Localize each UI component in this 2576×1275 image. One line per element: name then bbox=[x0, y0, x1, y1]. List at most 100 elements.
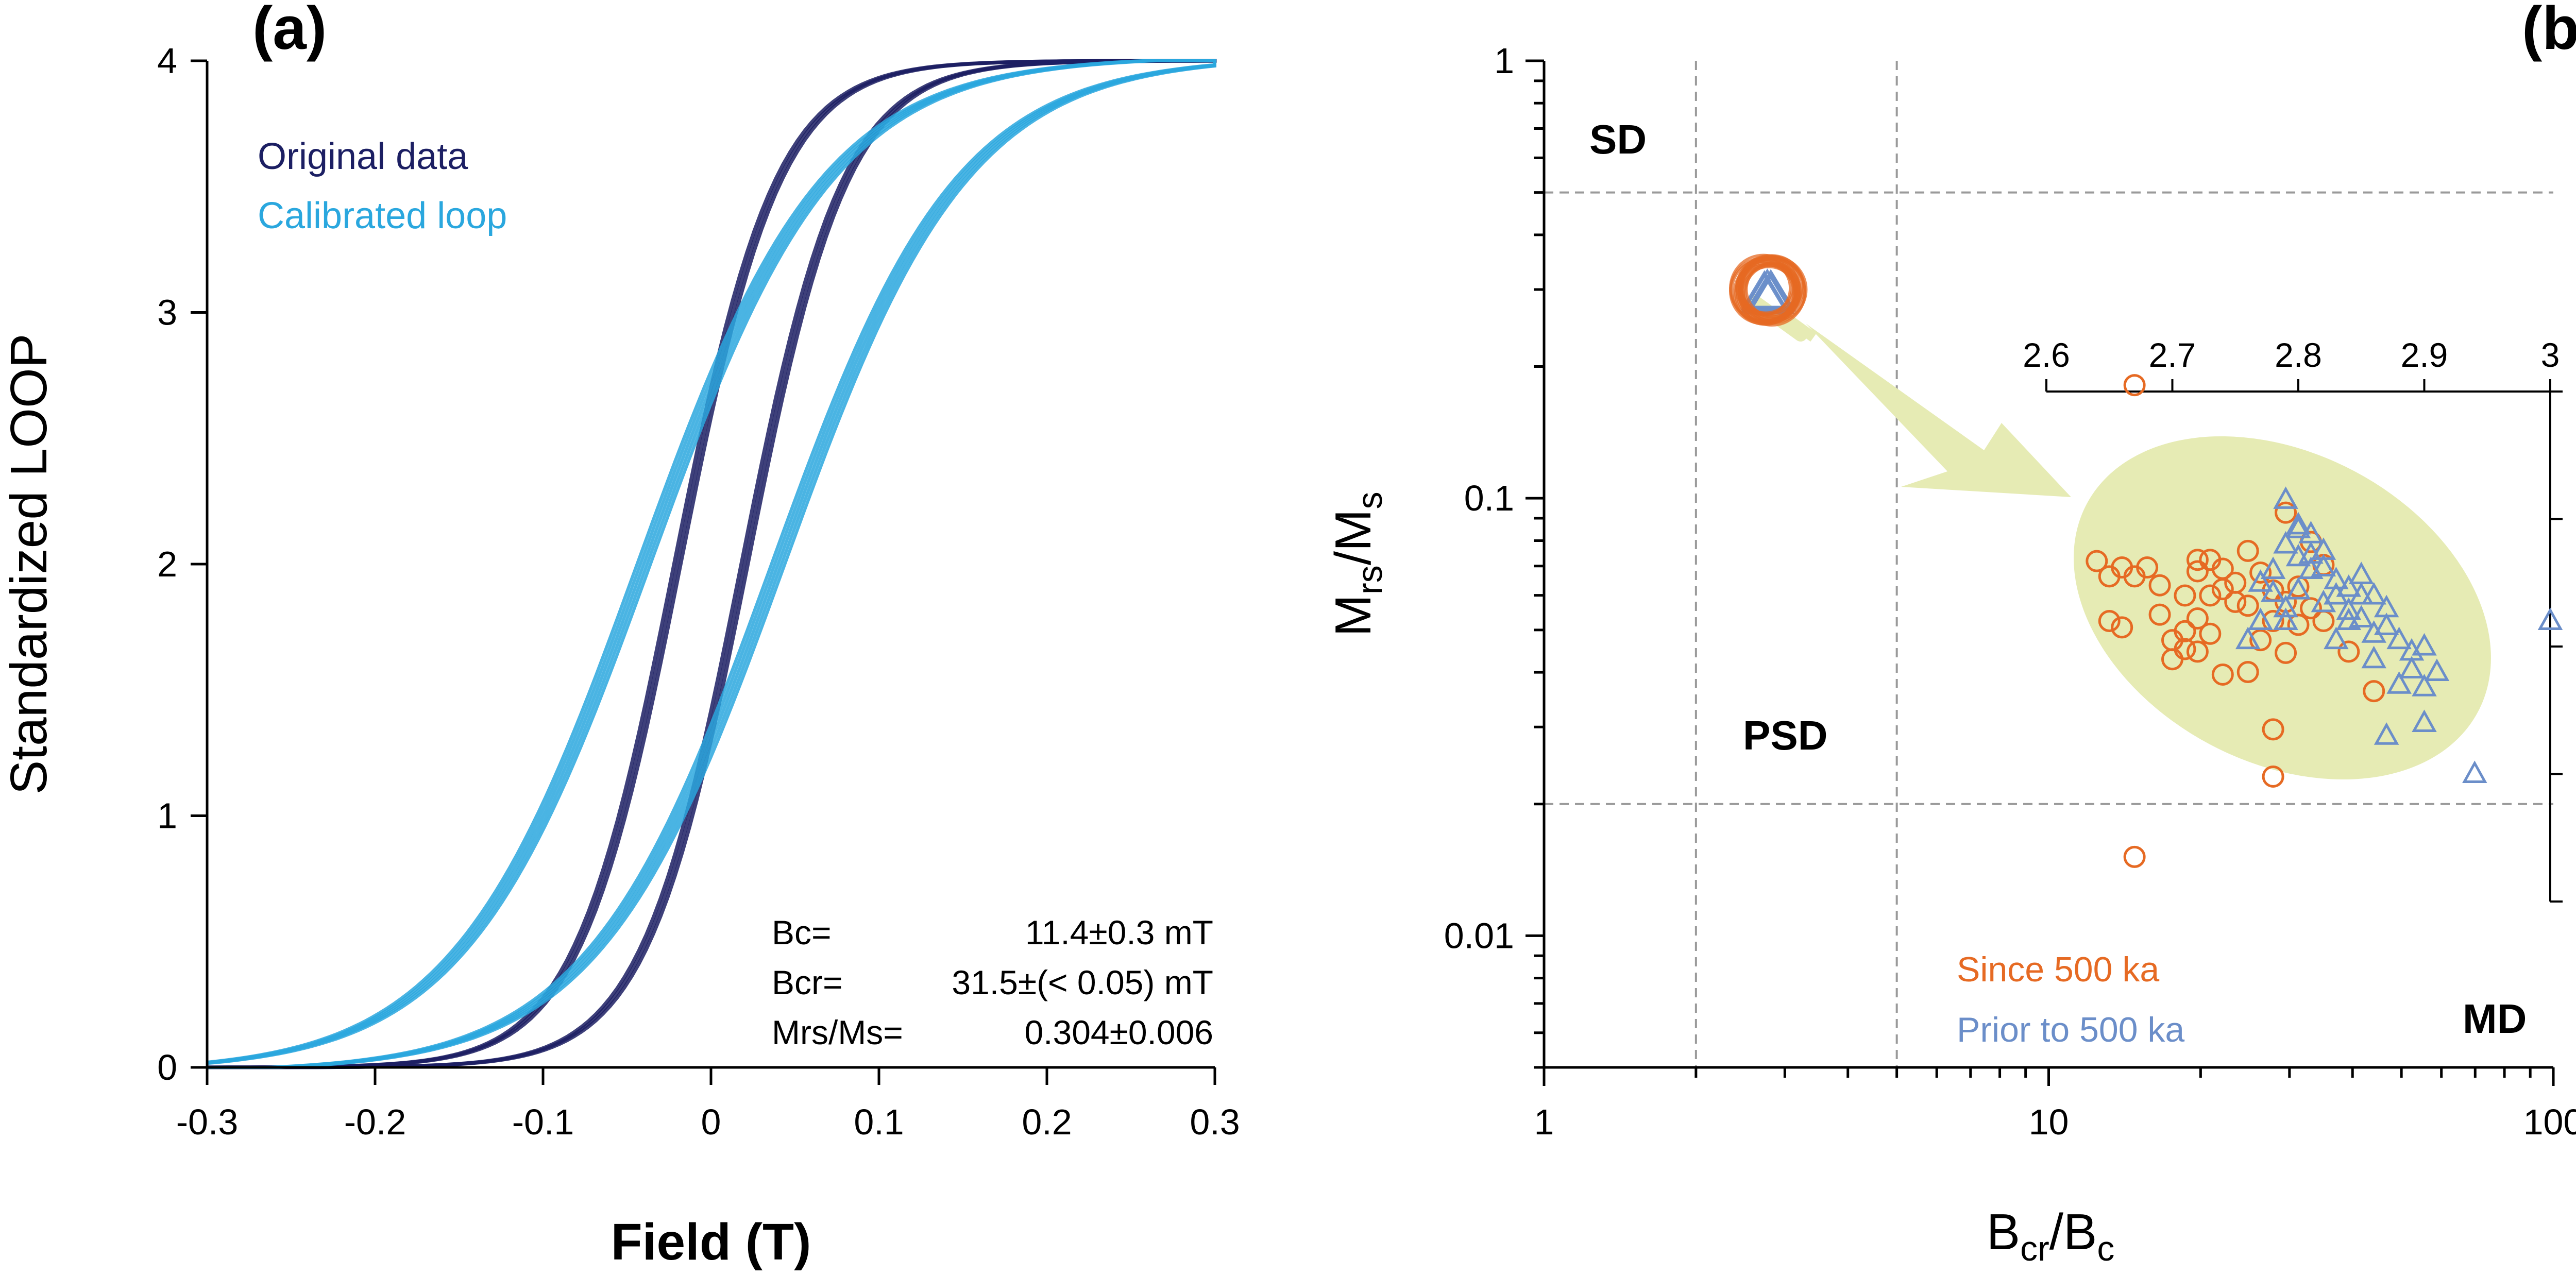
cluster-circle bbox=[1737, 258, 1806, 327]
since-500ka-point bbox=[2249, 629, 2272, 652]
inset-y-tick-label: 0.32 bbox=[2575, 372, 2576, 411]
prior-500ka-point bbox=[2285, 516, 2311, 538]
prior-500ka-point bbox=[2285, 512, 2311, 535]
prior-500ka-point bbox=[2248, 569, 2273, 592]
ylabel-s: s bbox=[1350, 491, 1389, 509]
panel-b-x-ticks: 1 10 100 bbox=[1534, 1067, 2576, 1142]
inset-axes: 2.6 2.7 2.8 2.9 3 0.32 0.31 0.3 0.29 0.28 bbox=[2023, 336, 2576, 921]
since-500ka-point bbox=[2186, 549, 2209, 571]
since-500ka-point bbox=[2262, 610, 2284, 632]
y-tick-label: 4 bbox=[157, 41, 177, 81]
hysteresis-curves bbox=[207, 59, 1217, 1069]
x-tick-label: -0.2 bbox=[344, 1102, 406, 1142]
panel-b-day-plot: (b) 2.6 2.7 2.8 2.9 3 0.32 0.31 0.3 0.29 0.28 0.0… bbox=[1325, 0, 2576, 1268]
prior-500ka-point bbox=[2260, 579, 2286, 602]
panel-a-x-label: Field (T) bbox=[611, 1213, 811, 1271]
prior-500ka-point bbox=[2285, 576, 2311, 600]
since-500ka-point bbox=[2275, 641, 2297, 664]
prior-500ka-point bbox=[2298, 541, 2324, 564]
inset-x-tick-label: 2.9 bbox=[2401, 336, 2448, 374]
stat-bcr-name: Bcr= bbox=[772, 963, 843, 1001]
inset-y-tick-label: 0.31 bbox=[2575, 500, 2576, 538]
since-500ka-point bbox=[2123, 374, 2146, 397]
cluster-triangle bbox=[1747, 269, 1795, 309]
since-500ka-point bbox=[2199, 584, 2222, 607]
prior-500ka-point bbox=[2336, 597, 2362, 620]
prior-500ka-point bbox=[2361, 645, 2386, 669]
y-tick-label: 2 bbox=[157, 544, 177, 584]
prior-500ka-point bbox=[2412, 633, 2437, 656]
calibrated-loop-curve bbox=[207, 59, 1216, 1069]
prior-500ka-point bbox=[2311, 589, 2336, 613]
trend-arrow bbox=[1806, 324, 2071, 497]
panel-a-label: (a) bbox=[252, 0, 327, 62]
x-tick-label: 1 bbox=[1534, 1102, 1554, 1142]
prior-500ka-point bbox=[2349, 582, 2374, 605]
prior-500ka-point bbox=[2361, 582, 2386, 605]
legend-calibrated-loop: Calibrated loop bbox=[258, 195, 507, 236]
inset-x-tick-label: 2.8 bbox=[2275, 336, 2322, 374]
xlabel-cr: cr bbox=[2020, 1229, 2049, 1268]
prior-500ka-point bbox=[2311, 554, 2336, 577]
region-md: MD bbox=[2463, 996, 2527, 1042]
since-500ka-point bbox=[2249, 561, 2272, 584]
x-tick-label: 0.1 bbox=[854, 1102, 904, 1142]
since-500ka-point bbox=[2148, 603, 2171, 626]
panel-b-x-label: Bcr/Bc bbox=[1987, 1203, 2115, 1268]
prior-500ka-point bbox=[2248, 607, 2273, 630]
since-500ka-point bbox=[2275, 501, 2297, 524]
stat-mrs-ms-value: 0.304±0.006 bbox=[1024, 1013, 1213, 1051]
prior-500ka-point bbox=[2412, 709, 2437, 732]
since-500ka-point bbox=[2211, 663, 2234, 686]
x-tick-label: 10 bbox=[2029, 1102, 2069, 1142]
inset-x-tick-label: 2.6 bbox=[2023, 336, 2070, 374]
since-500ka-point bbox=[2236, 661, 2259, 683]
prior-500ka-point bbox=[2273, 486, 2298, 509]
since-500ka-point bbox=[2186, 607, 2209, 630]
x-tick-label: 0.3 bbox=[1190, 1102, 1240, 1142]
since-500ka-point bbox=[2174, 638, 2196, 660]
since-500ka-point bbox=[2262, 765, 2284, 788]
since-500ka-point bbox=[2287, 575, 2310, 598]
inset-data-points bbox=[2086, 374, 2563, 868]
x-tick-label: -0.3 bbox=[176, 1102, 239, 1142]
since-500ka-point bbox=[2299, 597, 2322, 620]
legend-original-data: Original data bbox=[258, 136, 468, 177]
since-500ka-point bbox=[2123, 845, 2146, 868]
legend-prior-500ka: Prior to 500 ka bbox=[1957, 1010, 2184, 1049]
since-500ka-point bbox=[2337, 640, 2360, 663]
y-tick-label: 0 bbox=[157, 1047, 177, 1087]
prior-500ka-point bbox=[2424, 658, 2450, 681]
x-tick-label: 100 bbox=[2523, 1102, 2576, 1142]
inset-x-tick-label: 2.7 bbox=[2149, 336, 2196, 374]
panel-a-y-ticks: 0 1 2 3 4 bbox=[157, 41, 207, 1087]
prior-500ka-point bbox=[2336, 607, 2362, 630]
region-psd: PSD bbox=[1743, 712, 1828, 758]
domain-boundaries bbox=[1544, 61, 2553, 1067]
stat-bc-value: 11.4±0.3 mT bbox=[1025, 913, 1213, 951]
main-data-cluster bbox=[1729, 253, 1808, 327]
prior-500ka-point bbox=[2235, 626, 2261, 650]
prior-500ka-point bbox=[2374, 722, 2399, 745]
inset-x-tick-label: 3 bbox=[2541, 336, 2560, 374]
inset-y-tick-label: 0.3 bbox=[2575, 627, 2576, 666]
xlabel-slash-b: /B bbox=[2049, 1203, 2097, 1260]
prior-500ka-point bbox=[2374, 613, 2399, 635]
y-tick-label: 0.01 bbox=[1444, 915, 1514, 956]
prior-500ka-point bbox=[2462, 760, 2487, 783]
prior-500ka-point bbox=[2298, 556, 2324, 579]
x-tick-label: 0 bbox=[701, 1102, 721, 1142]
prior-500ka-point bbox=[2260, 556, 2286, 579]
since-500ka-point bbox=[2262, 718, 2284, 741]
region-sd: SD bbox=[1589, 116, 1647, 162]
since-500ka-point bbox=[2236, 594, 2259, 617]
ylabel-slash-m: /M bbox=[1325, 509, 1381, 565]
panel-b-y-label: Mrs/Ms bbox=[1325, 491, 1389, 636]
ylabel-rs: rs bbox=[1350, 565, 1389, 594]
panel-a-x-ticks: -0.3 -0.2 -0.1 0 0.1 0.2 0.3 bbox=[176, 1067, 1240, 1142]
panel-b-y-ticks: 0.01 0.1 1 bbox=[1444, 41, 1544, 1069]
prior-500ka-point bbox=[2273, 531, 2298, 554]
prior-500ka-point bbox=[2336, 574, 2362, 597]
since-500ka-point bbox=[2186, 640, 2209, 663]
